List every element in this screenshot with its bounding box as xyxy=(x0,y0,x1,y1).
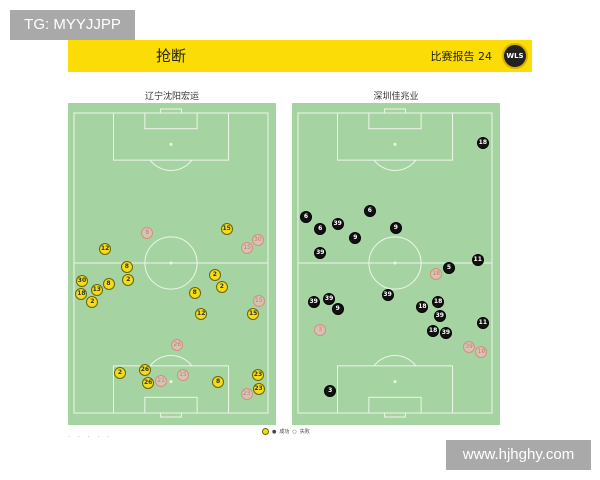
tackle-success-marker: 6 xyxy=(314,223,327,235)
tackle-success-marker: 8 xyxy=(212,376,225,389)
team-title-away: 深圳佳兆业 xyxy=(373,92,419,102)
tackle-success-marker: 2 xyxy=(215,280,228,293)
tackle-success-marker: 26 xyxy=(138,364,151,377)
tackle-success-marker: 15 xyxy=(247,308,260,321)
tackle-success-marker: 3 xyxy=(324,385,337,398)
tackle-success-marker: 39 xyxy=(323,292,336,305)
tackle-success-marker: 6 xyxy=(363,204,376,217)
tackle-fail-marker: 21 xyxy=(155,374,168,387)
tackle-fail-marker: 15 xyxy=(252,295,265,308)
tackle-fail-marker: 15 xyxy=(241,241,254,254)
tackle-success-marker: 9 xyxy=(389,222,402,235)
tackle-success-marker: 9 xyxy=(331,302,344,315)
tackle-success-marker: 39 xyxy=(331,217,344,230)
watermark: www.hjhghy.com xyxy=(446,440,591,470)
tackle-success-marker: 2 xyxy=(208,269,221,282)
tackle-fail-marker: 39 xyxy=(462,341,475,354)
tackle-success-marker: 23 xyxy=(252,382,265,395)
logo: WLS xyxy=(502,43,528,69)
tackle-success-marker: 18 xyxy=(75,288,88,301)
footer-dots: · · · · · xyxy=(68,434,113,441)
tackle-success-marker: 11 xyxy=(476,316,489,329)
tackle-success-marker: 2 xyxy=(113,366,126,379)
tackle-success-marker: 5 xyxy=(442,262,455,275)
tackle-success-marker: 11 xyxy=(471,253,484,266)
tackle-success-marker: 18 xyxy=(416,301,429,313)
tackle-success-marker: 12 xyxy=(99,242,112,255)
overlay-label: TG: MYYJJPP xyxy=(10,10,135,40)
report-label: 比赛报告 24 xyxy=(430,50,493,63)
tackle-fail-marker: 3 xyxy=(314,324,327,337)
legend-home-dot xyxy=(262,428,269,435)
tackle-success-marker: 13 xyxy=(90,283,103,296)
tackle-fail-marker: 23 xyxy=(240,388,253,401)
pitch-lines xyxy=(297,108,493,418)
tackle-success-marker: 30 xyxy=(75,275,88,288)
tackle-success-marker: 39 xyxy=(439,327,452,340)
tackle-success-marker: 39 xyxy=(381,289,394,301)
team-title-home: 辽宁沈阳宏运 xyxy=(144,92,199,102)
pitch-away: 18 6 6 6 39 9 9 39 11 5 18 39 39 39 9 18 18 39 11 3 18 39 39 18… xyxy=(292,103,500,425)
tackle-fail-marker: 15 xyxy=(176,369,189,381)
tackle-success-marker: 2 xyxy=(86,296,99,309)
tackle-fail-marker: 30 xyxy=(251,233,264,246)
tackle-success-marker: 18 xyxy=(476,137,489,150)
tackle-success-marker: 9 xyxy=(349,231,362,244)
tackle-fail-marker: 26 xyxy=(171,339,184,351)
legend: ● 成功 ○ 失败 xyxy=(262,428,310,435)
tackle-success-marker: 8 xyxy=(188,286,201,299)
tackle-fail-marker: 8 xyxy=(141,226,154,239)
tackle-success-marker: 18 xyxy=(432,296,445,309)
tackle-success-marker: 39 xyxy=(307,296,320,309)
tackle-fail-marker: 18 xyxy=(475,345,488,358)
tackle-success-marker: 8 xyxy=(120,260,133,273)
tackle-success-marker: 39 xyxy=(314,247,327,260)
pitch-lines xyxy=(73,108,269,418)
header-bar: 抢断 比赛报告 24 WLS xyxy=(68,40,532,72)
tackle-success-marker: 8 xyxy=(102,277,115,290)
tackle-success-marker: 39 xyxy=(433,310,446,323)
tackle-success-marker: 15 xyxy=(220,223,233,236)
pitch-home: 8 15 12 15 30 8 2 30 18 13 2 8 2 2 8 12 15 15 26 2 26 26 21 15 8… xyxy=(68,103,276,425)
legend-fail-symbol: ○ xyxy=(292,428,297,435)
tackle-success-marker: 6 xyxy=(299,211,312,224)
tackle-success-marker: 26 xyxy=(142,376,155,389)
legend-success-symbol: ● xyxy=(272,428,277,435)
tackle-success-marker: 12 xyxy=(195,307,208,320)
page-title: 抢断 xyxy=(156,47,187,65)
tackle-success-marker: 2 xyxy=(122,273,135,286)
legend-fail: 失败 xyxy=(299,429,310,435)
legend-success: 成功 xyxy=(279,429,290,435)
tackle-fail-marker: 18 xyxy=(430,267,443,280)
tackle-success-marker: 18 xyxy=(427,324,440,337)
tackle-success-marker: 23 xyxy=(252,369,264,382)
